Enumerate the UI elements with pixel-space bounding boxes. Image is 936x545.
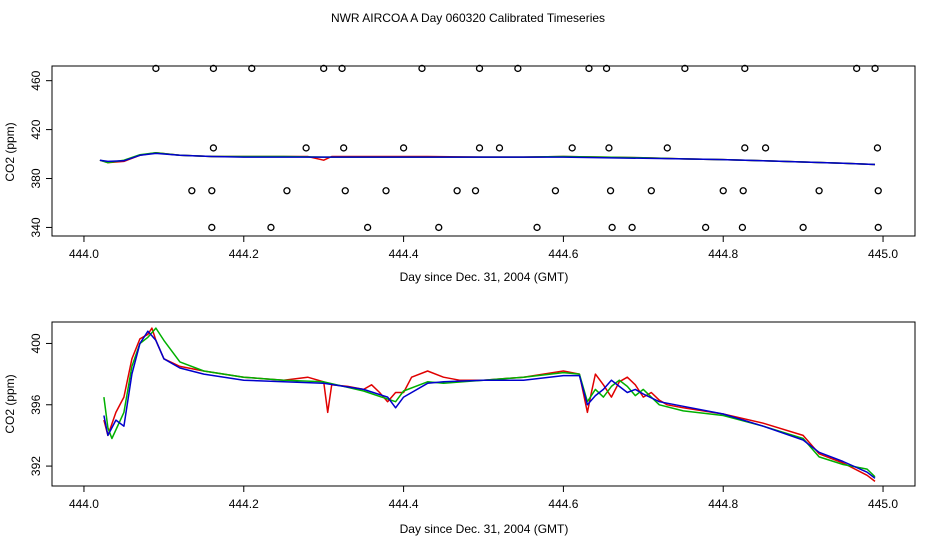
- top-marker-point: [608, 223, 616, 232]
- bottom-x-axis-label: Day since Dec. 31, 2004 (GMT): [400, 522, 569, 536]
- top-marker-point: [628, 223, 636, 232]
- bottom-series-blue: [103, 330, 876, 479]
- top-marker-point: [647, 187, 655, 195]
- top-marker-point: [585, 64, 593, 73]
- top-y-ticks: 340 380 420 460: [29, 70, 52, 237]
- top-marker-point: [761, 144, 770, 152]
- top-marker-point: [606, 187, 615, 195]
- top-marker-point: [208, 187, 216, 195]
- top-marker-point: [471, 187, 480, 195]
- top-marker-point: [719, 187, 727, 195]
- bottom-series-layer: [103, 327, 876, 482]
- top-marker-point: [568, 144, 576, 152]
- top-marker-point: [739, 187, 747, 195]
- top-marker-point: [152, 64, 160, 73]
- top-y-tick-label: 380: [29, 168, 43, 188]
- top-marker-layer: [152, 64, 882, 232]
- top-marker-point: [681, 64, 689, 73]
- top-x-tick-label: 444.8: [708, 247, 738, 261]
- top-marker-point: [701, 223, 710, 232]
- bottom-y-ticks: 392 396 400: [29, 333, 52, 476]
- top-plot-frame: [51, 65, 916, 237]
- top-marker-point: [209, 144, 218, 152]
- top-marker-point: [874, 187, 882, 195]
- top-marker-point: [209, 64, 218, 73]
- top-x-tick-label: 444.2: [229, 247, 259, 261]
- top-series-green: [99, 152, 876, 166]
- top-y-tick-label: 340: [29, 217, 43, 237]
- bottom-x-tick-label: 444.6: [548, 497, 578, 511]
- top-x-tick-label: 444.6: [548, 247, 578, 261]
- top-marker-point: [853, 64, 861, 73]
- top-series-blue: [99, 152, 876, 166]
- top-y-axis-label: CO2 (ppm): [3, 122, 17, 181]
- top-marker-point: [551, 187, 560, 195]
- top-marker-point: [418, 64, 426, 73]
- bottom-x-tick-label: 444.2: [229, 497, 259, 511]
- bottom-x-tick-label: 444.8: [708, 497, 738, 511]
- bottom-y-axis-label: CO2 (ppm): [3, 374, 17, 433]
- figure-title: NWR AIRCOA A Day 060320 Calibrated Times…: [331, 11, 605, 25]
- top-marker-point: [738, 223, 747, 232]
- bottom-y-tick-label: 396: [29, 394, 43, 414]
- bottom-plot-frame: [51, 321, 916, 487]
- bottom-panel: 444.0 444.2 444.4 444.6 444.8 445.0 392 396 400…: [3, 321, 916, 536]
- top-marker-point: [602, 64, 611, 73]
- top-marker-point: [871, 64, 879, 73]
- top-marker-point: [815, 187, 823, 195]
- top-marker-point: [267, 223, 275, 232]
- bottom-x-ticks: 444.0 444.2 444.4 444.6 444.8 445.0: [69, 486, 898, 511]
- top-marker-point: [605, 144, 613, 152]
- top-marker-point: [338, 64, 346, 73]
- top-x-ticks: 444.0 444.2 444.4 444.6 444.8 445.0: [69, 236, 898, 261]
- top-marker-point: [475, 64, 484, 73]
- top-y-tick-label: 420: [29, 119, 43, 139]
- top-marker-point: [302, 144, 310, 152]
- top-marker-point: [341, 187, 349, 195]
- bottom-series-green: [103, 327, 876, 478]
- top-marker-point: [208, 223, 216, 232]
- top-marker-point: [188, 187, 196, 195]
- top-marker-point: [741, 144, 749, 152]
- bottom-series-red: [103, 327, 876, 482]
- top-series-layer: [99, 152, 876, 166]
- bottom-x-tick-label: 444.4: [389, 497, 419, 511]
- bottom-x-tick-label: 444.0: [69, 497, 99, 511]
- top-marker-point: [320, 64, 328, 73]
- top-x-tick-label: 445.0: [868, 247, 898, 261]
- top-marker-point: [514, 64, 522, 73]
- bottom-y-tick-label: 400: [29, 333, 43, 353]
- top-marker-point: [663, 144, 671, 152]
- top-marker-point: [873, 144, 882, 152]
- top-marker-point: [382, 187, 390, 195]
- top-marker-point: [453, 187, 461, 195]
- top-marker-point: [741, 64, 749, 73]
- top-marker-point: [874, 223, 882, 232]
- bottom-y-tick-label: 392: [29, 456, 43, 476]
- top-marker-point: [363, 223, 372, 232]
- top-marker-point: [248, 64, 256, 73]
- top-marker-point: [435, 223, 443, 232]
- top-marker-point: [399, 144, 408, 152]
- top-x-tick-label: 444.0: [69, 247, 99, 261]
- top-marker-point: [283, 187, 291, 195]
- top-marker-point: [495, 144, 504, 152]
- top-marker-point: [533, 223, 541, 232]
- top-panel: 444.0 444.2 444.4 444.6 444.8 445.0 340 380 420…: [3, 64, 916, 284]
- top-marker-point: [475, 144, 484, 152]
- top-series-red: [99, 152, 876, 166]
- top-x-tick-label: 444.4: [389, 247, 419, 261]
- top-y-tick-label: 460: [29, 70, 43, 90]
- top-marker-point: [799, 223, 807, 232]
- bottom-x-tick-label: 445.0: [868, 497, 898, 511]
- top-marker-point: [340, 144, 348, 152]
- top-x-axis-label: Day since Dec. 31, 2004 (GMT): [400, 270, 569, 284]
